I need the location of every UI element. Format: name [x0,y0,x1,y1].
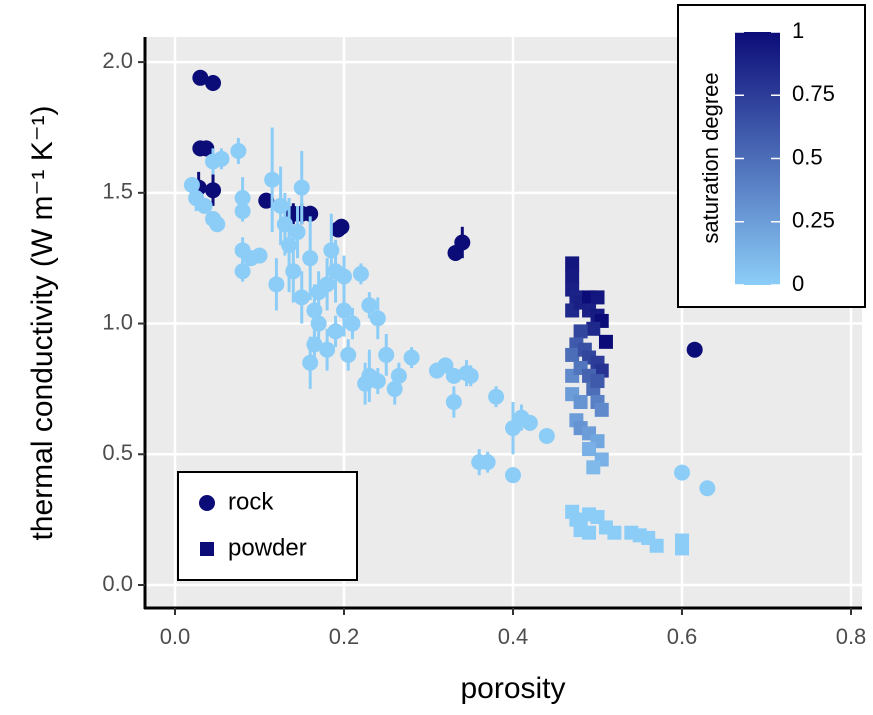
point [251,247,268,264]
y-tick-label: 1.5 [102,179,133,204]
legend-box [177,471,358,581]
point [230,142,247,159]
point [607,525,622,540]
point [234,190,251,207]
point [586,321,601,336]
point [310,315,327,332]
point [454,234,471,251]
point [336,268,353,285]
point [590,290,605,305]
x-tick-label: 0.6 [667,624,698,649]
point [586,460,601,475]
point [390,367,407,384]
x-tick-label: 0.4 [498,624,529,649]
point [582,525,597,540]
point [686,341,703,358]
legend-label: powder [228,534,307,561]
point [319,341,336,358]
point [289,224,306,241]
point [285,263,302,280]
point [205,182,222,199]
point [293,179,310,196]
point [344,315,361,332]
point [293,289,310,306]
legend-marker [200,542,214,556]
point [445,393,462,410]
colorbar-title: saturation degree [698,72,723,243]
point [327,323,344,340]
point [268,276,285,293]
point [258,192,275,209]
legend-label: rock [228,488,274,515]
point [403,349,420,366]
point [196,197,213,214]
point [649,538,664,553]
point [302,250,319,267]
point [198,140,215,157]
point [234,203,251,220]
colorbar-tick-label: 0.25 [792,208,835,233]
point [674,464,691,481]
point [213,150,230,167]
point [573,324,588,339]
point [582,442,597,457]
y-tick-label: 1.0 [102,309,133,334]
point [369,373,386,390]
point [333,218,350,235]
y-tick-label: 0.5 [102,440,133,465]
colorbar-tick-label: 1 [792,18,804,43]
point [306,336,323,353]
point [565,269,580,284]
colorbar-tick-label: 0.5 [792,144,823,169]
point [479,454,496,471]
colorbar-tick-label: 0 [792,271,804,296]
point [488,388,505,405]
colorbar-tick-label: 0.75 [792,81,835,106]
point [565,347,580,362]
point [538,427,555,444]
x-tick-label: 0.2 [329,624,360,649]
point [264,171,281,188]
point [565,256,580,271]
point [594,402,609,417]
y-axis-title: thermal conductivity (W m⁻¹ K⁻¹) [26,105,59,540]
point [590,374,605,389]
x-tick-label: 0.8 [836,624,867,649]
y-tick-label: 0.0 [102,571,133,596]
point [378,346,395,363]
point [369,310,386,327]
point [340,346,357,363]
point [462,367,479,384]
point [310,284,327,301]
x-tick-label: 0.0 [160,624,191,649]
point [361,297,378,314]
legend-marker [199,495,215,511]
point [675,541,690,556]
point [209,216,226,233]
y-tick-label: 2.0 [102,48,133,73]
point [573,394,588,409]
point [336,302,353,319]
point [445,367,462,384]
point [192,69,209,86]
point [302,205,319,222]
point [598,334,613,349]
point [505,467,522,484]
point [521,414,538,431]
point [352,265,369,282]
point [205,75,222,92]
x-axis-title: porosity [460,672,565,705]
point [234,263,251,280]
point [699,480,716,497]
